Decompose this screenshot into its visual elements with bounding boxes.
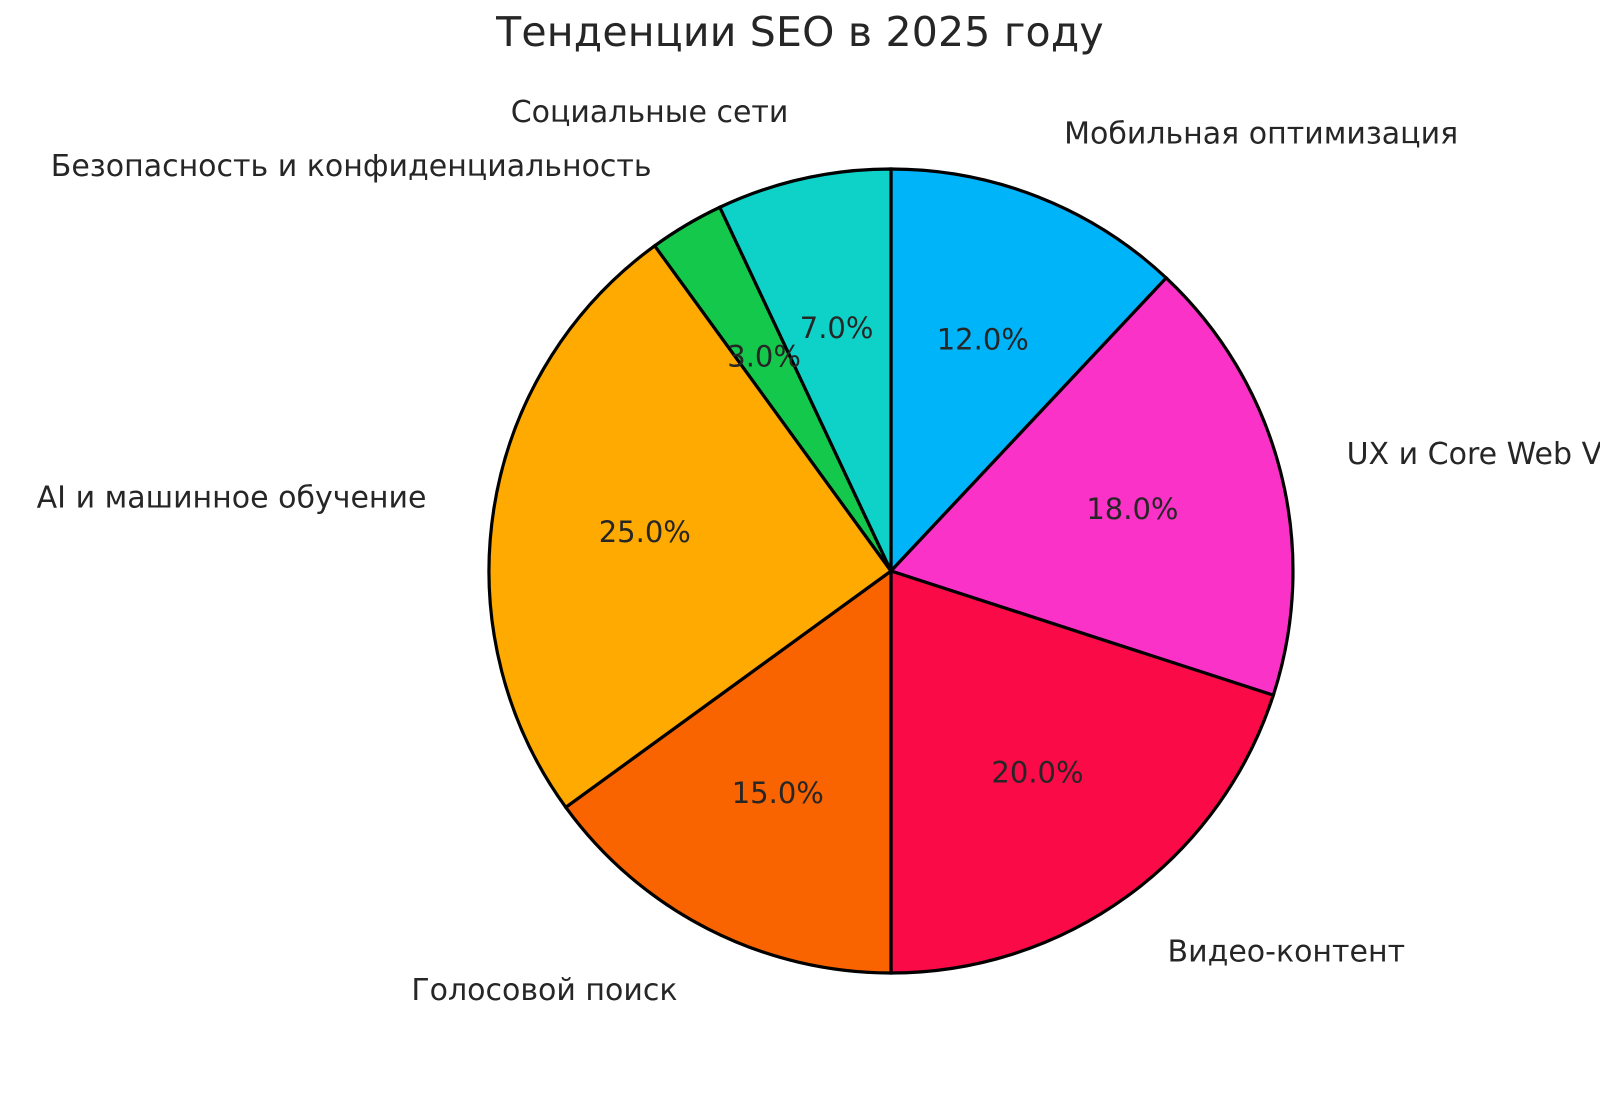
pie-slice-percent-label: 7.0%	[800, 311, 874, 345]
pie-category-label: Мобильная оптимизация	[1064, 117, 1458, 152]
pie-category-label: Социальные сети	[511, 95, 789, 130]
pie-slice-percent-label: 15.0%	[732, 776, 824, 810]
pie-category-label: AI и машинное обучение	[37, 480, 427, 515]
pie-category-label: Безопасность и конфиденциальность	[51, 149, 652, 184]
pie-slice[interactable]	[889, 167, 1169, 576]
pie-slice-percent-label: 12.0%	[937, 322, 1029, 356]
chart-title: Тенденции SEO в 2025 году	[496, 8, 1104, 56]
pie-percent-labels-group: 12.0% 18.0% 20.0% 15.0% 25.0% 3.0%7.0%	[599, 311, 1179, 810]
pie-category-label: Видео-контент	[1168, 935, 1406, 970]
pie-slice[interactable]	[888, 275, 1295, 698]
pie-category-label: Голосовой поиск	[411, 973, 677, 1008]
pie-slice-percent-label: 25.0%	[599, 515, 691, 549]
pie-slice-percent-label: 18.0%	[1086, 492, 1178, 526]
pie-slice[interactable]	[717, 167, 893, 572]
pie-slice[interactable]	[487, 243, 894, 810]
pie-category-labels-group: Мобильная оптимизация UX и Core Web Vital…	[37, 95, 1600, 1008]
pie-slice[interactable]	[563, 567, 893, 975]
pie-slices-group	[487, 167, 1295, 975]
pie-category-label: UX и Core Web Vitals	[1347, 437, 1600, 472]
pie-slice[interactable]	[889, 568, 1276, 975]
pie-slice-percent-label: 20.0%	[991, 756, 1083, 790]
pie-slice-percent-label: 3.0%	[727, 340, 801, 374]
